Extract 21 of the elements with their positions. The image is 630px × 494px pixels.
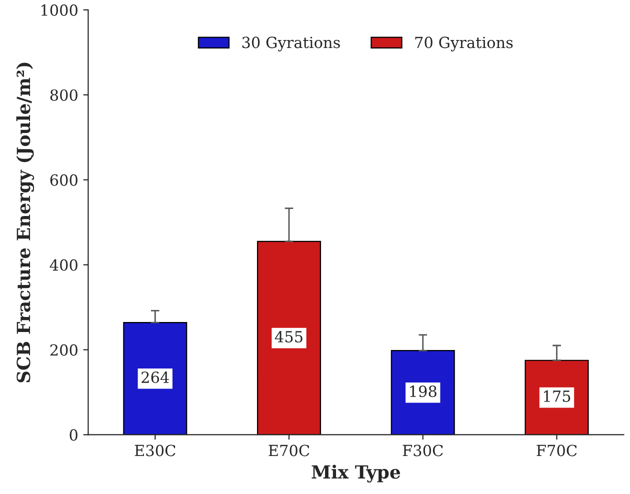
data-label: 264 — [142, 372, 169, 384]
y-tick-label: 400 — [50, 259, 78, 271]
y-axis-title: SCB Fracture Energy (Joule/m²) — [16, 62, 34, 382]
data-label: 198 — [410, 386, 436, 398]
bar — [390, 350, 455, 435]
bar — [256, 240, 322, 435]
x-tick-label: F70C — [536, 444, 577, 456]
x-tick-label: F30C — [402, 444, 443, 456]
y-tick-label: 200 — [50, 344, 78, 356]
x-tick-label: E30C — [134, 444, 176, 456]
y-tick-label: 600 — [50, 174, 78, 186]
data-label: 455 — [274, 330, 302, 342]
x-axis-title: Mix Type — [312, 464, 400, 483]
y-tick-label: 0 — [70, 429, 78, 441]
y-tick-label: 800 — [50, 89, 78, 101]
legend-label: 70 Gyrations — [415, 36, 513, 52]
y-tick-label: 1000 — [41, 4, 78, 16]
bar — [123, 322, 188, 435]
x-tick-label: E70C — [268, 444, 310, 456]
data-label: 175 — [544, 390, 570, 402]
legend-label: 30 Gyrations — [242, 36, 340, 52]
